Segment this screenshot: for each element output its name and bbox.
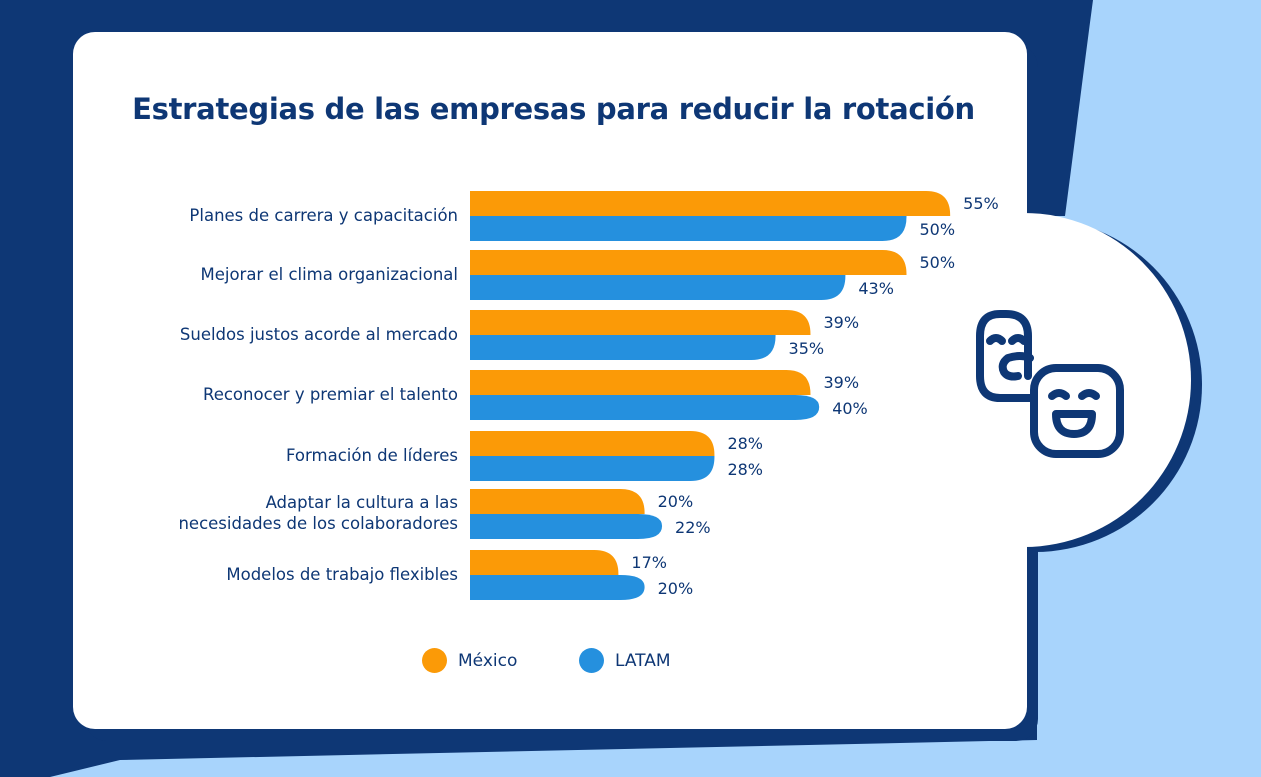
bar-latam <box>470 456 715 481</box>
value-label-mexico: 20% <box>658 492 694 511</box>
bar-latam <box>470 575 645 600</box>
value-label-latam: 43% <box>858 279 894 298</box>
legend-item-mexico: México <box>422 648 517 673</box>
category-label: Adaptar la cultura a las necesidades de … <box>178 493 458 533</box>
value-label-mexico: 39% <box>823 313 859 332</box>
value-label-latam: 35% <box>789 339 825 358</box>
value-label-latam: 20% <box>658 579 694 598</box>
value-label-mexico: 55% <box>963 194 999 213</box>
bar-latam <box>470 216 907 241</box>
bar-mexico <box>470 310 811 335</box>
legend-swatch-mexico <box>422 648 447 673</box>
legend-swatch-latam <box>579 648 604 673</box>
bar-mexico <box>470 191 951 216</box>
bar-mexico <box>470 250 907 275</box>
bar-mexico <box>470 370 811 395</box>
value-label-mexico: 28% <box>727 434 763 453</box>
value-label-latam: 50% <box>920 220 956 239</box>
bar-mexico <box>470 431 715 456</box>
bar-latam <box>470 395 820 420</box>
chart-title: Estrategias de las empresas para reducir… <box>132 92 975 126</box>
value-label-latam: 28% <box>727 460 763 479</box>
value-label-mexico: 50% <box>920 253 956 272</box>
legend-label-latam: LATAM <box>615 650 671 671</box>
category-label: Modelos de trabajo flexibles <box>226 564 458 584</box>
value-label-latam: 40% <box>832 399 868 418</box>
legend-label-mexico: México <box>458 650 518 671</box>
category-label: Formación de líderes <box>286 445 458 465</box>
bar-mexico <box>470 489 645 514</box>
value-label-mexico: 17% <box>631 553 667 572</box>
bar-mexico <box>470 550 619 575</box>
bar-latam <box>470 275 846 300</box>
comedy-tragedy-faces-icon <box>972 306 1127 462</box>
value-label-latam: 22% <box>675 518 711 537</box>
legend-item-latam: LATAM <box>579 648 671 673</box>
category-label: Mejorar el clima organizacional <box>200 264 458 284</box>
value-label-mexico: 39% <box>823 373 859 392</box>
bar-latam <box>470 514 663 539</box>
category-label: Reconocer y premiar el talento <box>202 384 458 404</box>
bar-latam <box>470 335 776 360</box>
category-label: Planes de carrera y capacitación <box>189 205 458 225</box>
category-label: Sueldos justos acorde al mercado <box>179 324 458 344</box>
